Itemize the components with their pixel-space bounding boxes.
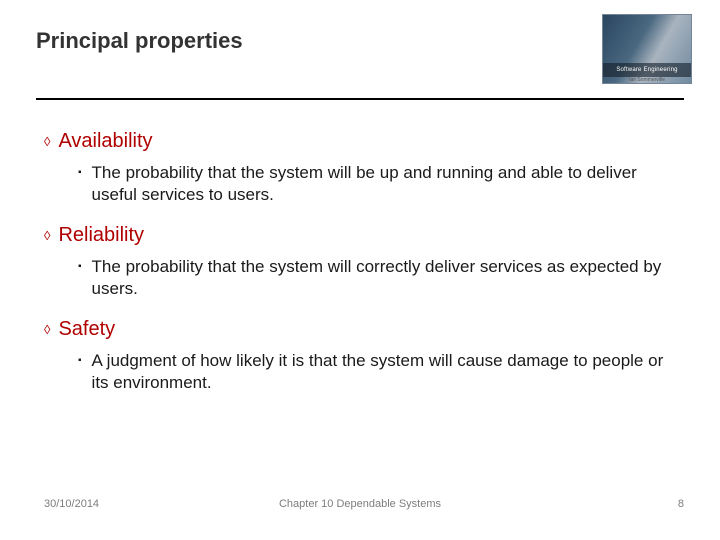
property-description-row: ▪ The probability that the system will c… — [78, 256, 680, 300]
property-safety: ◊ Safety ▪ A judgment of how likely it i… — [44, 318, 680, 394]
slide: Principal properties Software Engineerin… — [0, 0, 720, 540]
property-description-row: ▪ A judgment of how likely it is that th… — [78, 350, 680, 394]
square-bullet-icon: ▪ — [78, 350, 82, 372]
footer-chapter: Chapter 10 Dependable Systems — [279, 498, 441, 510]
property-description: The probability that the system will cor… — [92, 256, 676, 300]
square-bullet-icon: ▪ — [78, 256, 82, 278]
content-area: ◊ Availability ▪ The probability that th… — [44, 130, 680, 412]
property-description: The probability that the system will be … — [92, 162, 676, 206]
property-title: Availability — [58, 130, 152, 153]
logo-caption-text: Ian Sommerville — [629, 77, 665, 83]
property-title: Safety — [58, 318, 115, 341]
property-heading: ◊ Availability — [44, 130, 680, 154]
logo-caption: Ian Sommerville — [603, 77, 691, 83]
square-bullet-icon: ▪ — [78, 162, 82, 184]
diamond-bullet-icon: ◊ — [44, 318, 50, 342]
property-reliability: ◊ Reliability ▪ The probability that the… — [44, 224, 680, 300]
logo-background: Software Engineering Ian Sommerville — [602, 14, 692, 84]
property-title: Reliability — [58, 224, 144, 247]
logo-title-text: Software Engineering — [616, 67, 677, 73]
property-heading: ◊ Reliability — [44, 224, 680, 248]
logo-title-bar: Software Engineering — [603, 63, 691, 77]
property-availability: ◊ Availability ▪ The probability that th… — [44, 130, 680, 206]
diamond-bullet-icon: ◊ — [44, 130, 50, 154]
footer-date: 30/10/2014 — [44, 498, 99, 510]
property-description: A judgment of how likely it is that the … — [92, 350, 676, 394]
title-divider — [36, 98, 684, 100]
diamond-bullet-icon: ◊ — [44, 224, 50, 248]
property-description-row: ▪ The probability that the system will b… — [78, 162, 680, 206]
footer-page-number: 8 — [678, 498, 684, 510]
slide-title: Principal properties — [36, 28, 684, 54]
property-heading: ◊ Safety — [44, 318, 680, 342]
footer: 30/10/2014 Chapter 10 Dependable Systems… — [0, 498, 720, 518]
book-cover-logo: Software Engineering Ian Sommerville — [602, 14, 692, 84]
